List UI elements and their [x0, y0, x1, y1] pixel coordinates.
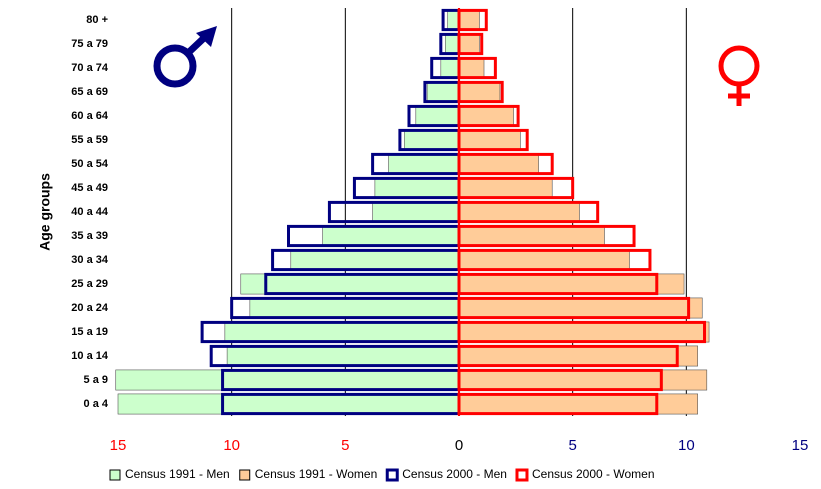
x-tick-label: 10 [223, 437, 240, 454]
bar [415, 105, 460, 127]
bar [458, 57, 485, 79]
legend-marker [515, 468, 529, 482]
bar [458, 129, 521, 151]
bar [117, 393, 460, 415]
legend-label: Census 1991 - Women [255, 467, 378, 481]
bar [445, 33, 460, 55]
legend-label: Census 2000 - Men [402, 467, 507, 481]
x-tick-label: 5 [341, 437, 349, 454]
y-tick-label: 10 a 14 [71, 350, 109, 362]
bar [426, 81, 460, 103]
bar [372, 201, 460, 223]
male-symbol [153, 26, 217, 88]
bar [440, 57, 460, 79]
y-axis-label: Age groups [37, 173, 53, 251]
bar [290, 249, 460, 271]
female-symbol [718, 45, 760, 106]
legend-marker [385, 468, 399, 482]
bar [240, 273, 460, 295]
y-tick-label: 60 a 64 [71, 110, 109, 122]
y-tick-label: 40 a 44 [71, 206, 109, 218]
bar [322, 225, 460, 247]
bar [458, 201, 580, 223]
y-tick-label: 20 a 24 [71, 302, 109, 314]
y-tick-label: 80 + [86, 14, 108, 26]
bar [458, 225, 605, 247]
y-tick-label: 45 a 49 [71, 182, 108, 194]
x-tick-label: 10 [678, 437, 695, 454]
bar [388, 153, 460, 175]
bar [458, 153, 539, 175]
bar [458, 273, 685, 295]
bar [447, 9, 460, 31]
legend-marker [239, 469, 251, 481]
y-tick-label: 30 a 34 [71, 254, 109, 266]
y-tick-label: 55 a 59 [71, 134, 108, 146]
y-tick-label: 50 a 54 [71, 158, 109, 170]
bar [249, 297, 460, 319]
bar [458, 105, 514, 127]
x-tick-label: 0 [455, 437, 463, 454]
bar [458, 33, 480, 55]
bar [224, 321, 460, 343]
bar [226, 345, 460, 367]
bar [458, 249, 630, 271]
bar [458, 369, 708, 391]
y-tick-label: 25 a 29 [71, 278, 108, 290]
bar [458, 321, 710, 343]
bar [404, 129, 460, 151]
bar [374, 177, 460, 199]
y-tick-label: 5 a 9 [84, 374, 108, 386]
bar [458, 81, 501, 103]
legend-marker [109, 469, 121, 481]
y-tick-label: 0 a 4 [84, 398, 109, 410]
bar [458, 177, 553, 199]
bar [458, 345, 698, 367]
bar [458, 9, 480, 31]
y-tick-label: 70 a 74 [71, 62, 109, 74]
x-tick-label: 5 [568, 437, 576, 454]
bar [458, 297, 703, 319]
x-tick-label: 15 [792, 437, 809, 454]
y-tick-label: 75 a 79 [71, 38, 108, 50]
legend-label: Census 1991 - Men [125, 467, 230, 481]
bar [115, 369, 460, 391]
y-tick-label: 65 a 69 [71, 86, 108, 98]
legend-label: Census 2000 - Women [532, 467, 655, 481]
y-tick-label: 15 a 19 [71, 326, 108, 338]
y-tick-label: 35 a 39 [71, 230, 108, 242]
bar [458, 393, 698, 415]
x-tick-label: 15 [110, 437, 127, 454]
